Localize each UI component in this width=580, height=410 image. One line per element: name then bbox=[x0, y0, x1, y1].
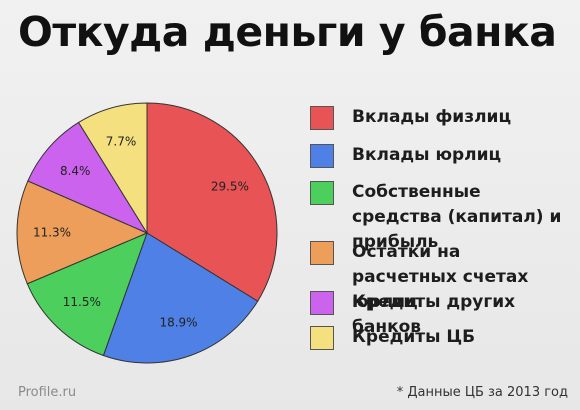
pie-slice bbox=[26, 232, 148, 357]
legend-swatch bbox=[310, 106, 334, 130]
chart-title: Откуда деньги у банка bbox=[18, 8, 557, 56]
legend-label: Кредиты других банков bbox=[352, 292, 516, 337]
legend-label: Остатки на расчетных счетах юрлиц bbox=[352, 242, 529, 312]
legend-item: Вклады юрлиц bbox=[310, 143, 567, 168]
legend-label: Вклады физлиц bbox=[352, 107, 512, 127]
legend-swatch bbox=[310, 241, 334, 265]
slice-value-label: 7.7% bbox=[106, 135, 137, 149]
legend-item: Кредиты ЦБ bbox=[310, 325, 567, 350]
slice-value-label: 11.5% bbox=[63, 295, 101, 309]
legend-swatch bbox=[310, 291, 334, 315]
pie-slice bbox=[77, 102, 148, 235]
footnote: * Данные ЦБ за 2013 год bbox=[396, 385, 568, 400]
legend-swatch bbox=[310, 144, 334, 168]
legend-item: Остатки на расчетных счетах юрлиц bbox=[310, 240, 567, 315]
legend-item: Вклады физлиц bbox=[310, 105, 567, 130]
legend-label: Вклады юрлиц bbox=[352, 145, 502, 165]
legend-item: Собственные средства (капитал) и прибыль bbox=[310, 180, 567, 255]
slice-value-label: 18.9% bbox=[159, 316, 197, 330]
legend-label: Кредиты ЦБ bbox=[352, 327, 476, 347]
pie-slice bbox=[16, 180, 149, 285]
source-label: Profile.ru bbox=[18, 385, 77, 400]
legend-item: Кредиты других банков bbox=[310, 290, 567, 340]
legend-swatch bbox=[310, 181, 334, 205]
pie-slice bbox=[27, 121, 149, 235]
slice-value-label: 29.5% bbox=[211, 180, 249, 194]
legend-label: Собственные средства (капитал) и прибыль bbox=[352, 182, 562, 252]
pie-slice bbox=[146, 102, 278, 302]
pie-slice bbox=[102, 232, 259, 364]
slice-value-label: 8.4% bbox=[60, 164, 91, 178]
slice-value-label: 11.3% bbox=[33, 226, 71, 240]
legend-swatch bbox=[310, 326, 334, 350]
